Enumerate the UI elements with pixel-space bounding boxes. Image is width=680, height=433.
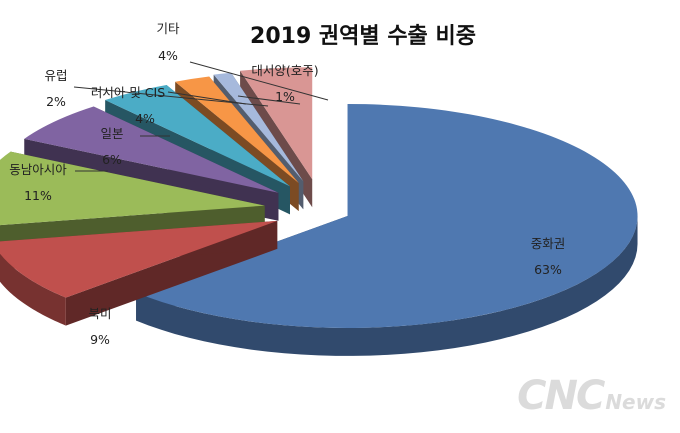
slice-top — [0, 151, 265, 226]
slice-value-4: 4% — [135, 111, 155, 126]
slice-value-3: 6% — [102, 152, 122, 167]
slice-top — [0, 220, 278, 298]
slice-labels: 중화권 63% 북미 9% 동남아시아 11% 일본 6% 러시아 및 CIS 4% 유럽 2% 대서양… — [9, 21, 565, 347]
leader-line — [237, 95, 301, 105]
slice-value-5: 2% — [46, 94, 66, 109]
slice-top — [213, 72, 304, 182]
slice-label-4: 러시아 및 CIS — [91, 85, 165, 100]
slice-label-1: 북미 — [88, 306, 111, 321]
leader-line — [73, 86, 269, 107]
leader-line — [167, 91, 247, 105]
leader-line — [189, 61, 329, 101]
watermark-logo: CNC News — [517, 373, 666, 419]
slice-label-2: 동남아시아 — [9, 162, 67, 177]
watermark-sub: News — [605, 390, 666, 414]
slice-top — [105, 85, 290, 187]
slice-top — [136, 103, 638, 328]
slice-outer-wall — [0, 253, 66, 326]
pie-slice — [136, 103, 638, 356]
slice-value-0: 63% — [534, 262, 562, 277]
leader-lines — [73, 61, 329, 172]
slice-value-2: 11% — [24, 188, 52, 203]
slice-value-1: 9% — [90, 332, 110, 347]
slice-label-0: 중화권 — [531, 236, 566, 251]
slice-value-7: 4% — [158, 48, 178, 63]
slice-top — [24, 106, 279, 193]
slice-label-5: 유럽 — [44, 68, 67, 83]
slice-top — [240, 67, 313, 180]
slice-label-7: 기타 — [156, 21, 180, 36]
slice-label-3: 일본 — [100, 126, 123, 141]
slice-label-6: 대서양(호주) — [251, 63, 318, 78]
slice-top — [175, 76, 299, 184]
chart-title: 2019 권역별 수출 비중 — [250, 24, 476, 49]
pie-slice — [0, 220, 278, 326]
slice-outer-wall — [136, 215, 638, 356]
watermark-main: CNC — [517, 373, 605, 419]
pie-slices — [0, 67, 638, 356]
slice-value-6: 1% — [275, 89, 295, 104]
